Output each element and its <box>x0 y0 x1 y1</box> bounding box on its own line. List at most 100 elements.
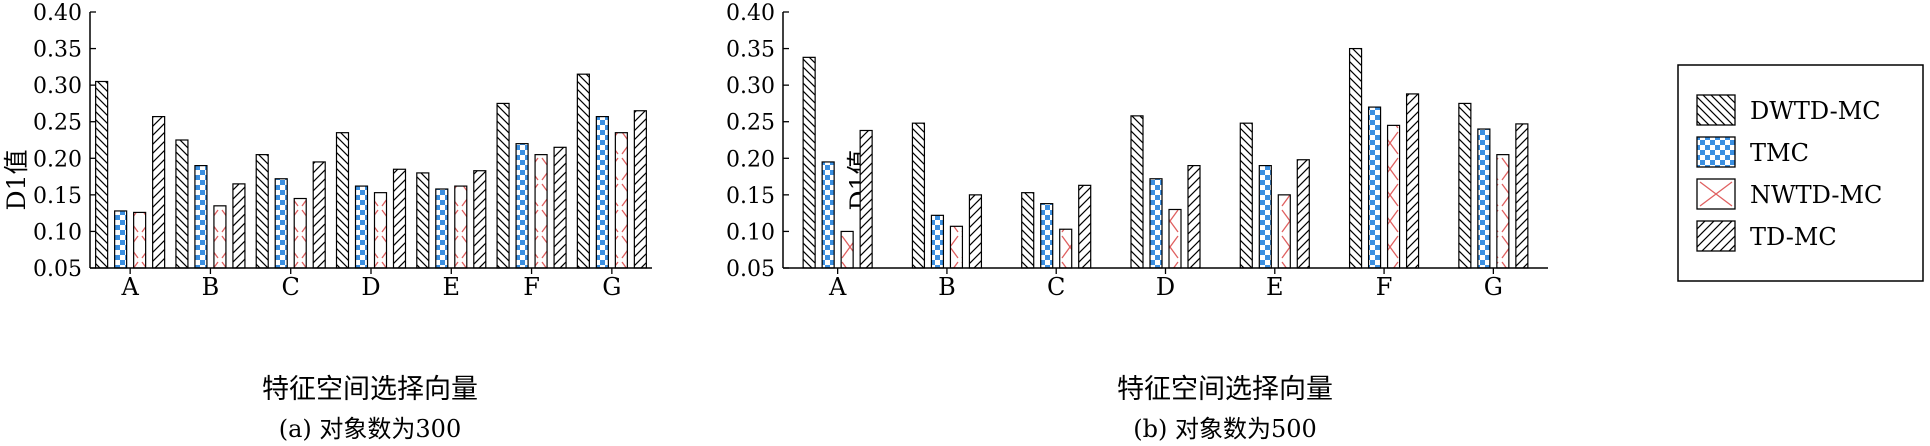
legend-label-dwtd-mc: DWTD-MC <box>1750 97 1881 125</box>
y-tick-label: 0.35 <box>33 38 82 63</box>
bar-dwtd-mc-f <box>496 102 510 269</box>
bar-tmc-a <box>821 161 835 269</box>
legend-swatch-dwtd-mc <box>1696 94 1736 126</box>
bar-td-mc-a <box>859 129 873 269</box>
category-labels: A B C D E F G <box>828 268 1503 301</box>
bar-td-mc-f <box>1405 93 1420 269</box>
chart-panel-a: D1值 0.05 0.10 0.15 0.20 0.25 0.30 0.35 0.40 A B C… <box>2 1 652 443</box>
y-tick-label: 0.30 <box>726 74 775 99</box>
bar-dwtd-mc-b <box>175 139 189 269</box>
bar-tmc-e <box>435 188 449 269</box>
category-label-g: G <box>1484 273 1503 301</box>
bar-nwtd-mc-f <box>534 154 548 269</box>
bar-dwtd-mc-c <box>1021 192 1035 269</box>
category-label-e: E <box>443 273 461 301</box>
y-tick-label: 0.10 <box>726 220 775 245</box>
bars <box>95 73 647 269</box>
legend-label-nwtd-mc: NWTD-MC <box>1750 181 1882 209</box>
bar-dwtd-mc-d <box>1130 115 1144 269</box>
y-tick-label: 0.20 <box>33 147 82 172</box>
category-label-d: D <box>1156 273 1175 301</box>
bar-dwtd-mc-b <box>911 122 926 269</box>
bar-tmc-e <box>1258 165 1272 269</box>
category-label-e: E <box>1266 273 1284 301</box>
category-label-c: C <box>282 273 300 301</box>
bar-tmc-f <box>515 143 529 269</box>
bar-nwtd-mc-e <box>1277 194 1291 269</box>
legend: DWTD-MC TMC NWTD-MC TD-MC <box>1677 64 1924 282</box>
y-tick-label: 0.25 <box>33 111 82 136</box>
y-tick-label: 0.15 <box>726 184 775 209</box>
bar-tmc-d <box>354 185 369 269</box>
bar-tmc-g <box>1477 128 1491 269</box>
y-tick-label: 0.40 <box>33 1 82 26</box>
category-label-d: D <box>361 273 380 301</box>
bar-dwtd-mc-d <box>335 132 350 269</box>
bar-tmc-b <box>194 165 208 269</box>
y-tick-label: 0.35 <box>726 38 775 63</box>
bar-tmc-d <box>1149 178 1163 269</box>
legend-swatch-td-mc <box>1696 220 1736 252</box>
y-ticks: 0.05 0.10 0.15 0.20 0.25 0.30 0.35 0.40 <box>33 1 96 282</box>
bar-nwtd-mc-g <box>614 132 628 269</box>
bar-td-mc-b <box>968 194 983 269</box>
category-label-f: F <box>523 273 540 301</box>
bar-dwtd-mc-g <box>1458 102 1472 269</box>
bar-dwtd-mc-a <box>95 80 109 269</box>
category-label-a: A <box>120 273 139 301</box>
bar-td-mc-d <box>1187 165 1201 269</box>
y-tick-label: 0.05 <box>33 257 82 282</box>
bar-td-mc-d <box>392 168 407 269</box>
category-label-a: A <box>828 273 847 301</box>
bar-td-mc-c <box>1078 184 1092 269</box>
chart-caption: (b) 对象数为500 <box>1133 415 1317 443</box>
bar-nwtd-mc-e <box>454 185 468 269</box>
category-label-g: G <box>602 273 621 301</box>
bar-tmc-c <box>1040 203 1054 269</box>
bar-tmc-c <box>274 178 288 269</box>
y-tick-label: 0.20 <box>726 147 775 172</box>
category-label-f: F <box>1376 273 1393 301</box>
legend-label-td-mc: TD-MC <box>1750 223 1837 251</box>
x-axis-title: 特征空间选择向量 <box>262 374 478 405</box>
bar-dwtd-mc-a <box>802 56 816 269</box>
legend-label-tmc: TMC <box>1750 139 1809 167</box>
bar-td-mc-g <box>633 110 647 269</box>
category-label-b: B <box>938 273 956 301</box>
bar-td-mc-b <box>232 183 246 269</box>
legend-cross-nwtd-mc <box>1699 181 1733 207</box>
bar-nwtd-mc-b <box>213 205 227 269</box>
y-tick-label: 0.05 <box>726 257 775 282</box>
bar-nwtd-mc-d <box>1168 208 1182 269</box>
category-label-b: B <box>202 273 220 301</box>
legend-entry-nwtd-mc: NWTD-MC <box>1696 178 1882 210</box>
bar-dwtd-mc-c <box>255 154 269 269</box>
bar-nwtd-mc-a <box>133 211 147 269</box>
bar-nwtd-mc-b <box>949 225 964 269</box>
y-tick-label: 0.40 <box>726 1 775 26</box>
y-axis-title: D1值 <box>2 150 31 211</box>
bar-td-mc-c <box>312 161 326 269</box>
bar-tmc-b <box>930 214 945 269</box>
bar-nwtd-mc-c <box>1059 228 1073 269</box>
bar-tmc-g <box>595 115 609 269</box>
category-label-c: C <box>1047 273 1065 301</box>
x-axis-title: 特征空间选择向量 <box>1117 374 1333 405</box>
bar-nwtd-mc-d <box>373 192 388 269</box>
legend-swatch-tmc <box>1696 136 1736 168</box>
y-ticks: 0.05 0.10 0.15 0.20 0.25 0.30 0.35 0.40 <box>726 1 789 282</box>
bar-dwtd-mc-f <box>1348 47 1363 269</box>
bar-td-mc-g <box>1515 123 1529 269</box>
y-tick-label: 0.10 <box>33 220 82 245</box>
bars <box>802 47 1529 269</box>
bar-td-mc-e <box>473 170 487 269</box>
bar-nwtd-mc-a <box>840 230 854 269</box>
legend-entry-dwtd-mc: DWTD-MC <box>1696 94 1881 126</box>
bar-dwtd-mc-e <box>1239 122 1253 269</box>
y-tick-label: 0.15 <box>33 184 82 209</box>
y-tick-label: 0.25 <box>726 111 775 136</box>
bar-tmc-a <box>114 210 128 269</box>
bar-td-mc-f <box>553 146 567 269</box>
